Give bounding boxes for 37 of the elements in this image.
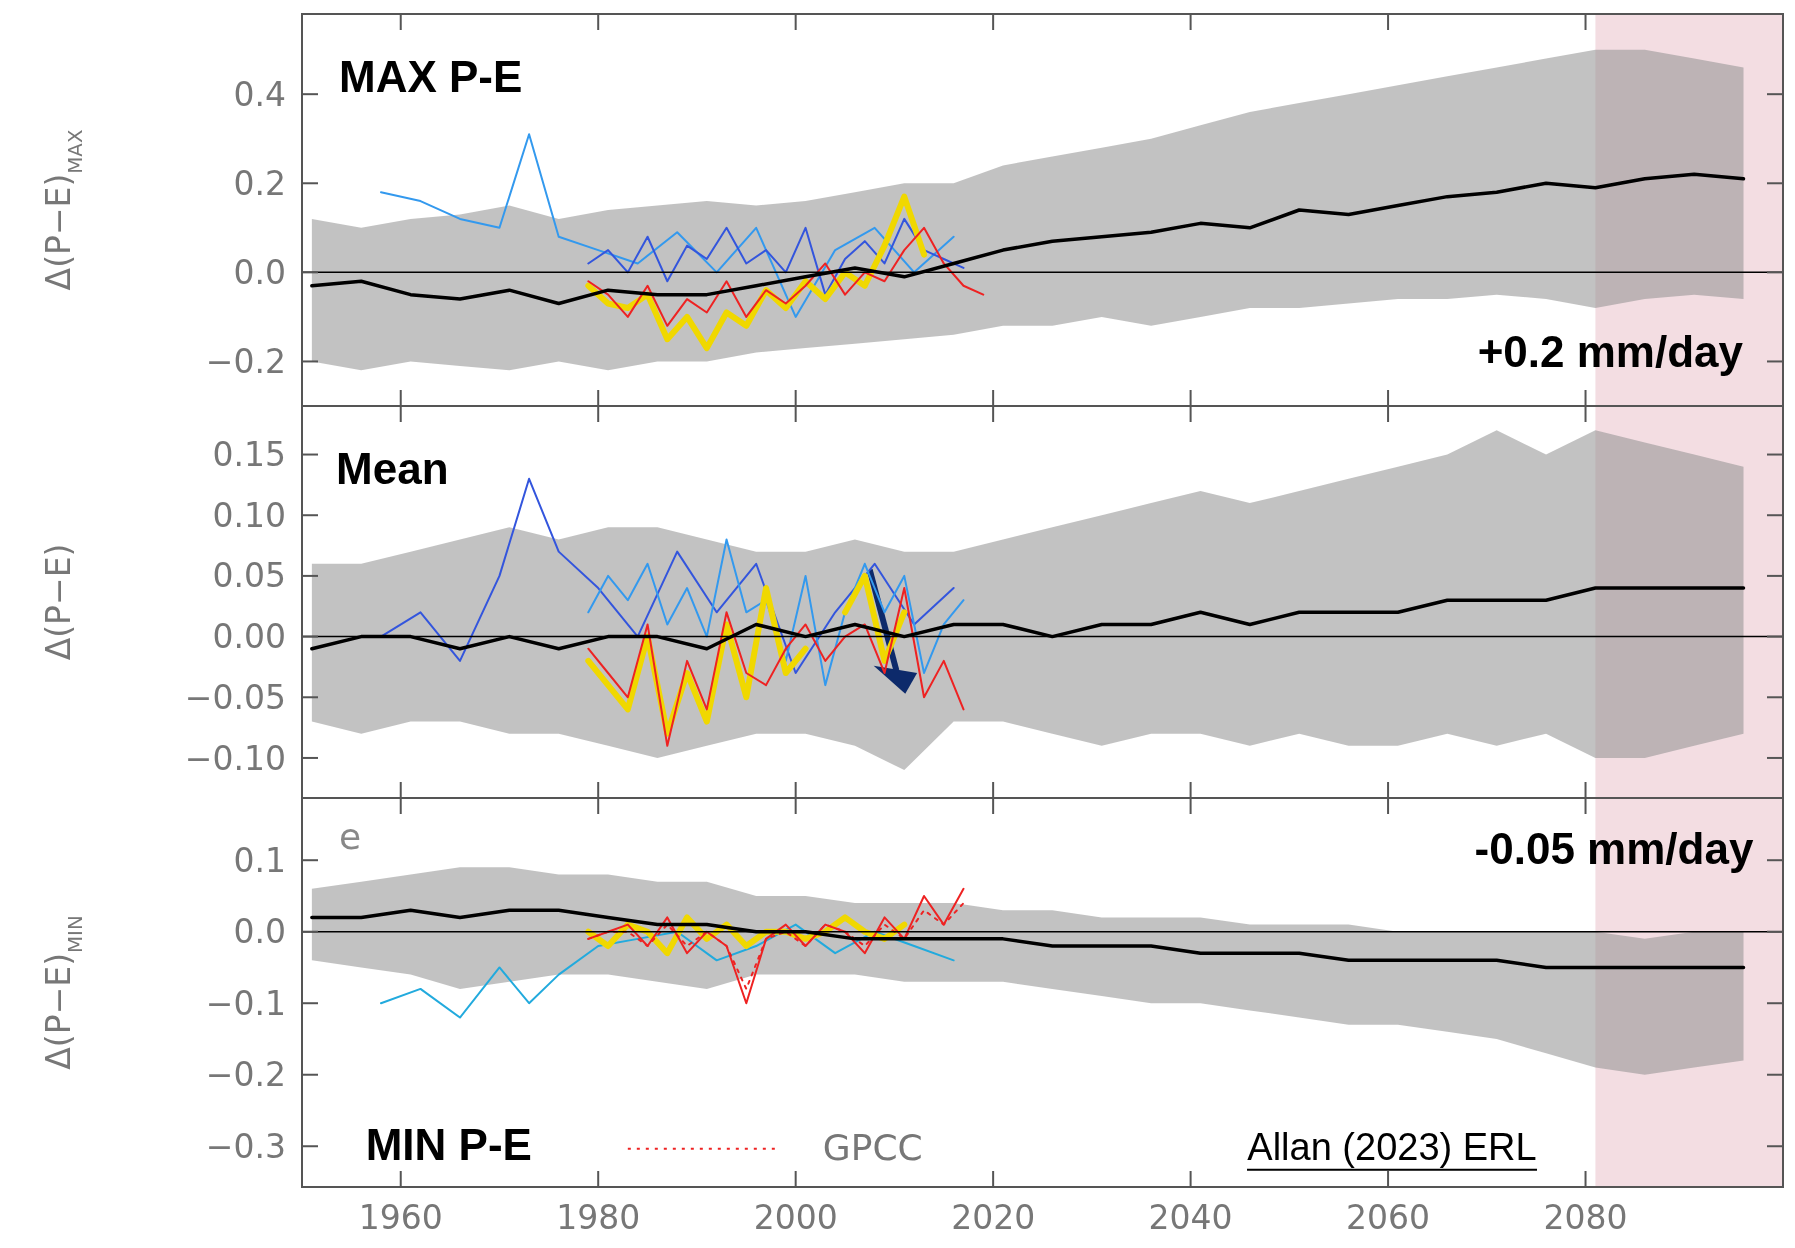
annotation: MAX P-E <box>339 52 523 102</box>
y-tick-label: −0.1 <box>205 983 286 1023</box>
y-tick-label: 0.10 <box>212 495 286 535</box>
y-tick-label: 0.05 <box>212 556 286 596</box>
y-tick-label: 0.00 <box>212 617 286 657</box>
x-tick-label: 2000 <box>753 1198 838 1237</box>
annotation: Allan (2023) ERL <box>1247 1125 1537 1168</box>
line-series <box>587 587 965 747</box>
line-series <box>587 217 965 296</box>
y-axis-title: Δ(P−E) <box>39 543 78 661</box>
y-tick-label: 0.2 <box>233 163 286 203</box>
annotation: -0.05 mm/day <box>1474 824 1754 874</box>
x-tick-label: 1980 <box>556 1198 641 1237</box>
annotation: e <box>339 815 362 857</box>
y-tick-label: 0.0 <box>233 912 286 952</box>
line-series <box>587 538 965 687</box>
y-tick-label: −0.2 <box>205 1055 286 1095</box>
line-series <box>379 923 955 1019</box>
y-tick-label: 0.0 <box>233 252 286 292</box>
y-tick-label: 0.15 <box>212 435 286 475</box>
y-tick-label: 0.4 <box>233 74 286 114</box>
x-tick-label: 1960 <box>358 1198 443 1237</box>
annotation: Mean <box>336 444 449 494</box>
y-tick-label: −0.3 <box>205 1126 286 1166</box>
line-series <box>379 133 955 318</box>
legend-label: GPCC <box>822 1126 923 1168</box>
y-tick-label: −0.10 <box>184 738 286 778</box>
y-tick-label: 0.1 <box>233 840 286 880</box>
y-tick-label: −0.2 <box>205 342 286 381</box>
x-tick-label: 2040 <box>1148 1198 1233 1237</box>
x-tick-label: 2080 <box>1543 1198 1628 1237</box>
y-tick-label: −0.05 <box>184 677 286 717</box>
annotation: MIN P-E <box>365 1119 532 1169</box>
x-tick-label: 2060 <box>1346 1198 1431 1237</box>
x-tick-label: 2020 <box>951 1198 1036 1237</box>
annotation: +0.2 mm/day <box>1477 326 1744 376</box>
line-series <box>587 226 985 327</box>
